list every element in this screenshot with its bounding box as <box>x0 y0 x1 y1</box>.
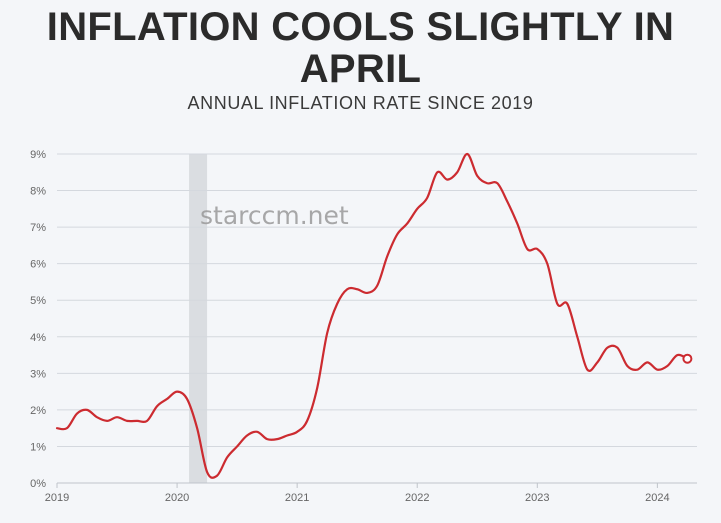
y-tick-label: 6% <box>30 259 46 271</box>
y-tick-label: 5% <box>30 295 46 307</box>
recession-band <box>189 154 208 483</box>
series-layer <box>55 152 693 479</box>
page-title: INFLATION COOLS SLIGHTLY IN APRIL <box>46 5 675 91</box>
y-tick-label: 3% <box>30 368 46 380</box>
y-tick-label: 2% <box>30 405 46 417</box>
y-tick-label: 4% <box>30 332 46 344</box>
x-axis-ticks: 2019 2020 2021 2022 2023 2024 <box>45 483 670 504</box>
y-tick-label: 1% <box>30 441 46 453</box>
recession-band-layer <box>189 154 208 483</box>
gridlines <box>57 153 697 484</box>
x-tick-label: 2019 <box>45 492 69 504</box>
y-tick-label: 8% <box>30 186 46 198</box>
y-axis-ticks: 0% 1% 2% 3% 4% 5% 6% 7% 8% 9% <box>30 149 46 490</box>
x-tick-label: 2022 <box>405 492 429 504</box>
x-tick-label: 2024 <box>645 492 669 504</box>
y-tick-label: 7% <box>30 222 46 234</box>
chart-subtitle: ANNUAL INFLATION RATE SINCE 2019 <box>187 93 534 113</box>
x-tick-label: 2023 <box>525 492 549 504</box>
y-tick-label: 9% <box>30 149 46 161</box>
watermark-text: starccm.net <box>200 201 349 230</box>
inflation-series-line <box>55 152 689 479</box>
x-tick-label: 2021 <box>285 492 309 504</box>
y-tick-label: 0% <box>30 478 46 490</box>
x-tick-label: 2020 <box>165 492 189 504</box>
last-point-marker <box>682 353 693 364</box>
